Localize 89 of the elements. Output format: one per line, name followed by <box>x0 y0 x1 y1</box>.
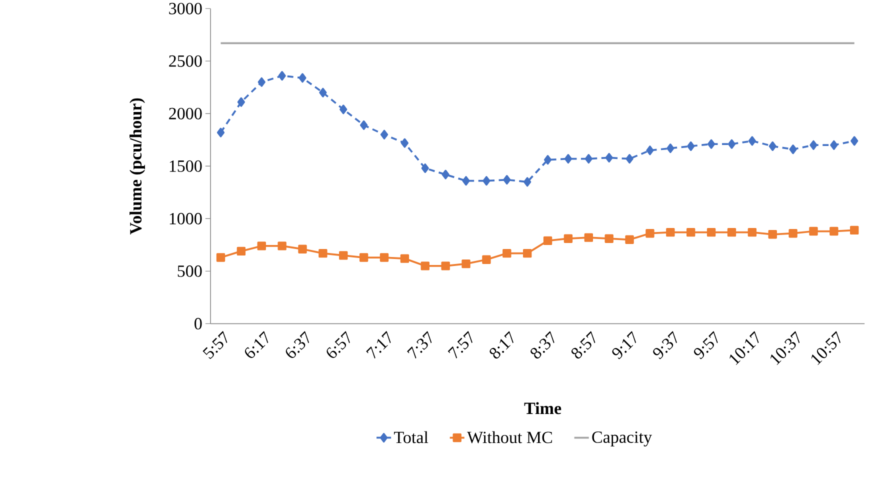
point <box>524 176 532 187</box>
x-tick-label: 8:37 <box>530 330 554 358</box>
point <box>462 259 470 268</box>
x-tick-label: 7:17 <box>366 330 391 358</box>
x-tick-label: 7:37 <box>407 330 432 358</box>
y-tick-label: 2500 <box>169 55 202 67</box>
point <box>298 244 307 254</box>
point <box>768 141 776 151</box>
point <box>420 261 430 270</box>
point <box>278 70 286 80</box>
point <box>727 228 736 237</box>
point <box>380 253 389 262</box>
point <box>258 77 266 87</box>
point <box>748 228 757 237</box>
point <box>809 226 818 236</box>
point <box>400 254 410 263</box>
y-tick-label: 2000 <box>169 108 202 120</box>
point <box>666 228 675 237</box>
point <box>359 253 368 262</box>
point <box>706 228 716 237</box>
point <box>442 170 450 180</box>
point <box>646 145 654 156</box>
point <box>626 154 634 164</box>
point <box>237 97 245 107</box>
point <box>584 154 592 164</box>
point <box>564 154 572 164</box>
point <box>850 136 858 146</box>
point <box>768 230 777 239</box>
legend-label: Without MC <box>467 431 552 444</box>
x-tick-label: 6:17 <box>244 330 268 358</box>
point <box>462 176 470 186</box>
point <box>687 141 695 151</box>
x-tick-label: 9:37 <box>653 330 677 360</box>
point <box>502 248 512 258</box>
point <box>522 248 532 258</box>
point <box>788 228 798 238</box>
point <box>686 228 696 237</box>
point <box>441 261 450 270</box>
point <box>318 248 328 258</box>
point <box>605 152 613 162</box>
point <box>604 234 614 243</box>
point <box>340 104 348 114</box>
y-tick-label: 500 <box>178 265 202 277</box>
x-tick-label: 8:17 <box>490 330 514 358</box>
point <box>482 176 490 186</box>
legend-label: Total <box>394 431 428 444</box>
legend-label: Capacity <box>592 431 652 446</box>
point <box>748 136 756 146</box>
point <box>236 246 246 256</box>
point <box>503 174 511 184</box>
point <box>646 228 654 238</box>
point <box>278 241 286 250</box>
point <box>850 226 859 234</box>
y-tick-label: 3000 <box>169 2 202 14</box>
point <box>625 235 634 244</box>
point <box>421 163 429 173</box>
point <box>810 140 818 150</box>
point <box>564 234 573 243</box>
point <box>360 120 368 130</box>
x-tick-label: 7:57 <box>448 330 472 358</box>
point <box>400 138 409 148</box>
point <box>319 88 327 98</box>
point <box>544 154 552 164</box>
point <box>728 139 736 149</box>
point <box>707 139 716 149</box>
point <box>666 143 674 153</box>
x-axis-title: Time <box>524 402 562 414</box>
point <box>298 72 306 83</box>
x-tick-label: 8:57 <box>571 330 596 358</box>
point <box>216 253 226 262</box>
point <box>380 130 388 140</box>
x-tick-label: 6:37 <box>286 330 310 358</box>
point <box>830 226 838 236</box>
point <box>830 140 838 150</box>
point <box>543 236 552 245</box>
x-tick-label: 9:57 <box>694 330 718 360</box>
point <box>789 144 797 154</box>
point <box>584 233 593 242</box>
point <box>216 128 225 138</box>
x-tick-label: 5:57 <box>202 330 228 359</box>
y-tick-label: 1500 <box>170 160 202 172</box>
x-tick-label: 9:17 <box>612 330 636 360</box>
y-tick-label: 0 <box>194 318 202 330</box>
y-axis-title: Volume (pcu/hour) <box>130 98 145 234</box>
point <box>482 255 491 264</box>
point <box>339 250 348 260</box>
point <box>257 241 266 250</box>
y-tick-label: 1000 <box>170 212 202 224</box>
x-tick-label: 6:57 <box>326 330 350 358</box>
